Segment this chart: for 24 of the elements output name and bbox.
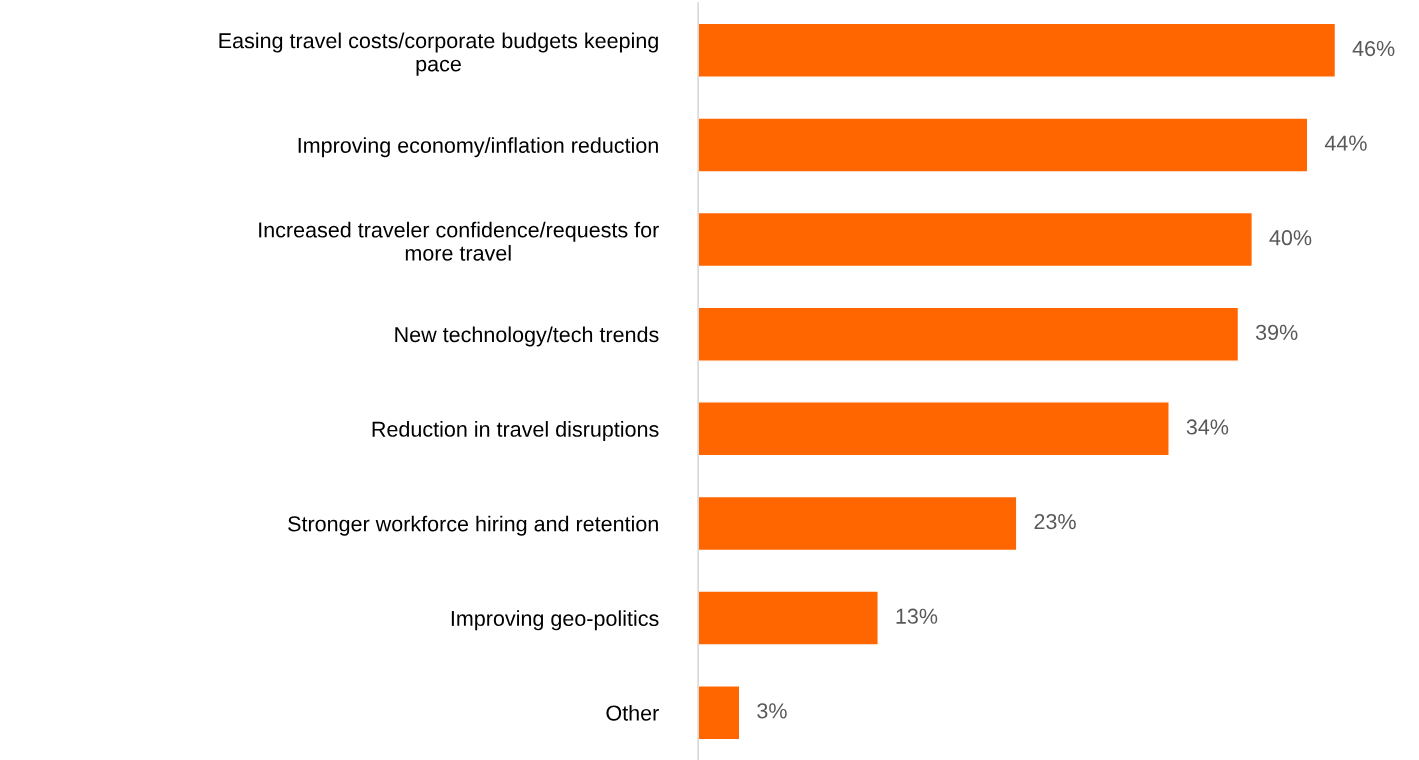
y-tick-label: Reduction in travel disruptions <box>372 421 659 442</box>
data-label: 13% <box>896 608 938 624</box>
data-label: 44% <box>1324 135 1367 151</box>
data-label: 3% <box>757 703 787 719</box>
data-label: 34% <box>1186 419 1229 435</box>
bar <box>698 590 879 646</box>
bar <box>698 306 1240 362</box>
bar <box>698 495 1018 552</box>
bar <box>698 117 1309 173</box>
data-label: 46% <box>1352 40 1395 57</box>
bar <box>698 401 1170 457</box>
data-label: 40% <box>1269 230 1312 246</box>
bar <box>698 22 1337 79</box>
data-label: 39% <box>1255 324 1298 340</box>
y-tick-label: Increased traveler confidence/requests for more travel <box>259 221 659 261</box>
y-tick-label: Other <box>606 704 659 721</box>
bar <box>698 211 1254 268</box>
y-tick-label: Easing travel costs/corporate budgets keeping pace <box>219 32 658 76</box>
y-tick-label: New technology/tech trends <box>395 326 659 347</box>
y-tick-label: Improving economy/inflation reduction <box>298 137 658 158</box>
y-tick-label: Stronger workforce hiring and retention <box>288 515 658 536</box>
data-label: 23% <box>1034 513 1076 530</box>
bar <box>698 685 741 741</box>
y-tick-label: Improving geo-politics <box>451 610 659 631</box>
